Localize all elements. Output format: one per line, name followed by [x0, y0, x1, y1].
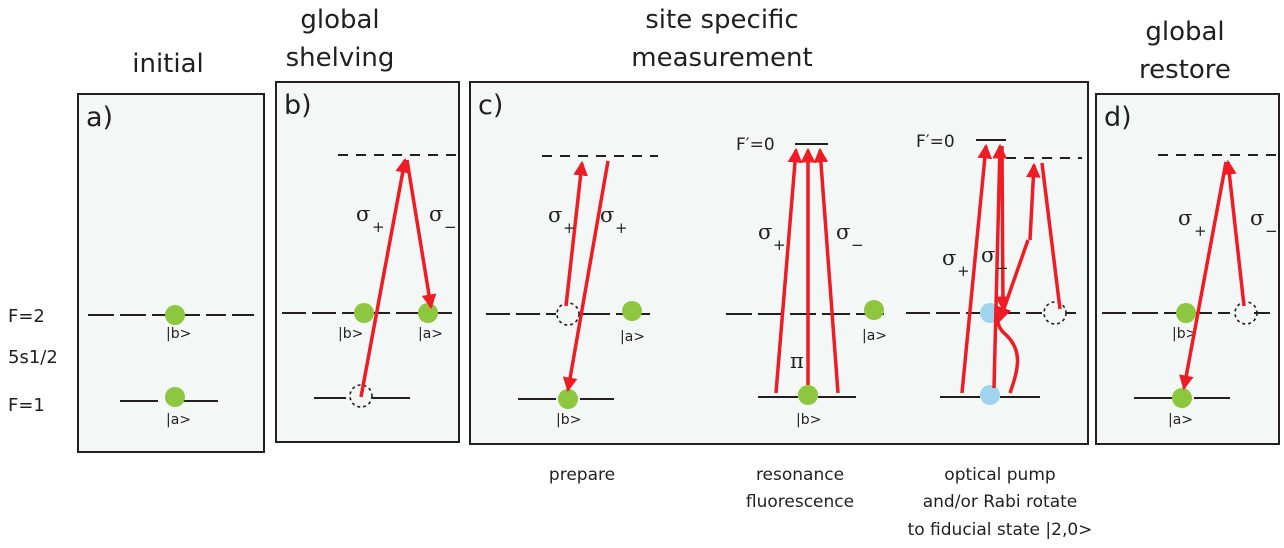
beam-sigma-minus: [1222, 159, 1246, 307]
label-sigma-plus: σ: [758, 220, 772, 244]
beam-sigma-minus: [992, 143, 1008, 389]
beam-sigma-plus: [562, 160, 610, 393]
ket-b-label: |b>: [556, 412, 581, 428]
label-sigma-minus: σ: [836, 220, 850, 244]
beam-sigma-plus: [960, 143, 993, 394]
panel-b-frame: [275, 81, 460, 443]
beam-sigma-plus: [1025, 162, 1041, 241]
subpanel-resonance: F′=0 |a> |b> σ + σ − π: [726, 135, 887, 428]
caption-pump-line2: and/or Rabi rotate: [923, 492, 1078, 512]
level-label-f2: F=2: [8, 306, 45, 327]
ket-b-label: |b>: [796, 412, 821, 428]
atom-dot: [622, 301, 642, 321]
pumped-atom-dot: [980, 385, 1000, 405]
atom-dot: [354, 303, 374, 323]
ket-b-label: |b>: [338, 326, 363, 342]
title-measurement-line1: site specific: [645, 5, 798, 35]
ket-a-label: |a>: [862, 328, 887, 344]
panel-a-label: a): [86, 102, 113, 133]
label-sigma-minus-sub: −: [444, 218, 457, 236]
caption-prepare: prepare: [549, 465, 615, 485]
subpanel-optical-pump: F′=0 σ + σ −: [906, 132, 1082, 405]
label-sigma-minus-sub: −: [1265, 222, 1278, 240]
caption-resonance-line1: resonance: [756, 465, 844, 485]
ket-a-label: |a>: [166, 412, 191, 428]
label-sigma-plus: σ: [942, 246, 956, 270]
label-sigma-minus: σ: [429, 202, 443, 226]
label-sigma-plus-sub: +: [1194, 222, 1207, 240]
atom-dot: [1176, 303, 1196, 323]
panel-d: d) |b> |a> σ + σ −: [1095, 93, 1280, 445]
empty-state-circle: [556, 302, 580, 326]
level-label-f-prime: F′=0: [916, 132, 955, 152]
caption-pump-line3: to fiducial state |2,0>: [908, 520, 1093, 540]
title-shelving-line2: shelving: [286, 43, 395, 73]
ket-a-label: |a>: [620, 329, 645, 345]
label-sigma-minus: σ: [1250, 206, 1264, 230]
label-sigma-plus: σ: [356, 202, 370, 226]
panel-b: b) |b> |a> σ + σ −: [275, 81, 460, 443]
atom-dot: [418, 303, 438, 323]
ket-a-label: |a>: [418, 326, 443, 342]
empty-state-circle: [1043, 301, 1067, 325]
ket-b-label: |b>: [166, 326, 191, 342]
label-sigma-plus: σ: [600, 203, 614, 227]
beam-sigma-plus: [774, 147, 803, 394]
panel-d-label: d): [1104, 102, 1132, 133]
ket-b-label: |b>: [1172, 326, 1197, 342]
label-sigma-plus-sub: +: [615, 219, 628, 237]
panel-c-label: c): [478, 90, 503, 121]
label-sigma-plus-sub: +: [773, 236, 786, 254]
atom-dot: [165, 305, 185, 325]
beam-sigma-plus: [359, 157, 410, 398]
panel-a: a) |b> |a>: [77, 93, 265, 453]
beam-decay: [995, 145, 1011, 312]
atom-dot: [864, 300, 884, 320]
atom-dot: [165, 387, 185, 407]
subpanel-prepare: |a> |b> σ + σ +: [486, 155, 658, 428]
caption-resonance-line2: fluorescence: [746, 492, 854, 512]
level-label-f1: F=1: [8, 395, 45, 416]
beam-return: [997, 239, 1030, 323]
empty-state-circle: [1234, 301, 1258, 325]
title-shelving-line1: global: [300, 5, 379, 35]
title-restore-line1: global: [1145, 17, 1224, 47]
label-sigma-plus: σ: [548, 203, 562, 227]
beam-sigma-minus: [1040, 162, 1062, 310]
panel-c: c) |a> |b> σ + σ + F′=0 |a>: [469, 81, 1089, 445]
beam-sigma-minus: [813, 147, 840, 394]
title-restore-line2: restore: [1139, 55, 1231, 85]
label-sigma-plus-sub: +: [957, 262, 970, 280]
label-sigma-plus-sub: +: [372, 218, 385, 236]
atom-dot: [798, 385, 818, 405]
label-sigma-minus-sub: −: [851, 236, 864, 254]
label-sigma-minus: σ: [981, 243, 995, 267]
empty-state-circle: [349, 384, 373, 408]
title-initial: initial: [132, 49, 204, 79]
label-sigma-plus-sub: +: [563, 219, 576, 237]
label-sigma-minus-sub: −: [996, 259, 1009, 277]
label-pi: π: [790, 349, 804, 373]
atom-dot: [558, 389, 578, 409]
level-label-5s12: 5s1/2: [8, 347, 58, 368]
atom-dot: [1172, 388, 1192, 408]
caption-pump-line1: optical pump: [944, 465, 1055, 485]
ket-a-label: |a>: [1168, 412, 1193, 428]
panel-b-label: b): [284, 90, 312, 121]
label-sigma-plus: σ: [1178, 206, 1192, 230]
beam-sigma-minus: [405, 159, 437, 310]
beam-sigma-plus: [1179, 161, 1228, 391]
level-label-f-prime: F′=0: [736, 135, 775, 155]
beam-sigma-plus: [564, 160, 588, 307]
title-measurement-line2: measurement: [631, 43, 812, 73]
